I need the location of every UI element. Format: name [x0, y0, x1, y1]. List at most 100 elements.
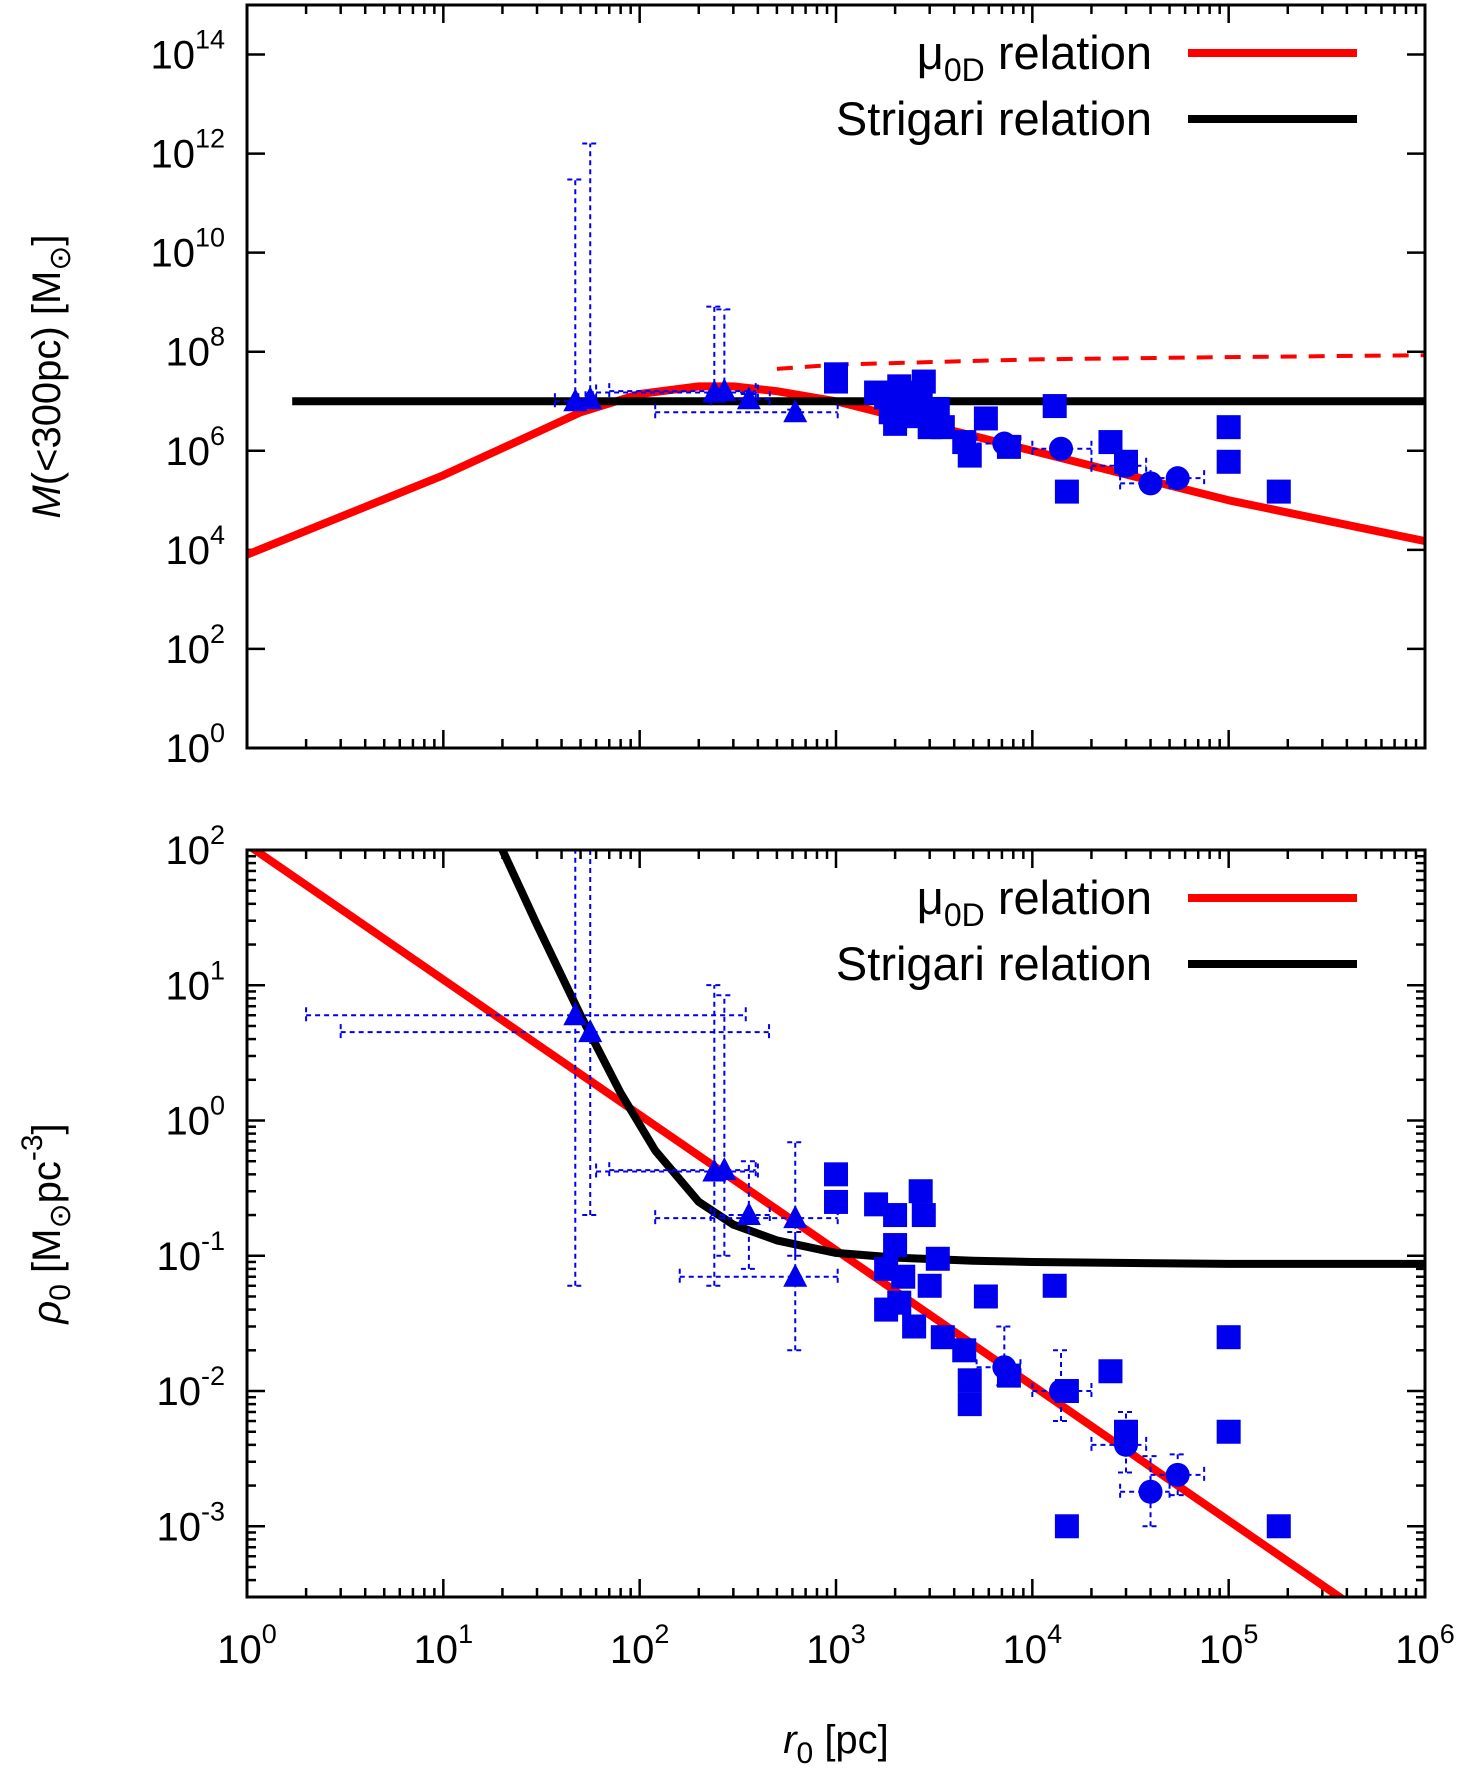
- legend-label-sub: 0D: [944, 897, 985, 933]
- legend-label: μ0D relation: [917, 26, 1152, 88]
- circle-marker: [1165, 1462, 1190, 1487]
- y-tick-base: 10: [165, 964, 210, 1008]
- y-tick-base: 10: [165, 529, 210, 573]
- x-tick-label: 106: [1395, 1619, 1455, 1672]
- x-tick-exp: 6: [1440, 1619, 1455, 1649]
- square-marker: [1042, 394, 1067, 419]
- legend-label-rest: relation: [985, 26, 1152, 79]
- y-tick-label: 10-1: [156, 1226, 225, 1279]
- x-tick-base: 10: [217, 1628, 262, 1672]
- triangle-marker: [783, 399, 808, 423]
- square-marker: [911, 369, 936, 394]
- plot-frame: [245, 848, 1427, 1599]
- y-title-part: (<300pc) [M: [25, 271, 69, 486]
- x-title-part: [pc]: [813, 1718, 889, 1762]
- y-tick-exp: -2: [201, 1361, 225, 1391]
- square-marker: [1216, 449, 1241, 474]
- x-title-sub: 0: [797, 1737, 814, 1770]
- triangle-marker: [712, 1157, 737, 1181]
- square-marker: [973, 406, 998, 431]
- y-tick-label: 100: [165, 1091, 225, 1144]
- circle-marker: [992, 1355, 1017, 1380]
- square-marker: [957, 1392, 982, 1417]
- square-marker: [1216, 415, 1241, 440]
- legend-label-main: μ: [917, 871, 944, 924]
- x-tick-label: 103: [806, 1619, 866, 1672]
- x-tick-base: 10: [610, 1628, 655, 1672]
- y-tick-base: 10: [156, 1505, 201, 1549]
- plot-area: [247, 142, 1425, 559]
- square-marker: [824, 369, 848, 394]
- y-tick-exp: 2: [210, 820, 225, 850]
- y-tick-base: 10: [156, 1235, 201, 1279]
- y-tick-base: 10: [150, 34, 195, 78]
- circle-marker: [1049, 436, 1074, 461]
- y-tick-label: 101: [165, 955, 225, 1008]
- y-tick-exp: 8: [210, 322, 225, 352]
- error-bars: [305, 850, 839, 1352]
- circle-marker: [1138, 1479, 1163, 1504]
- triangle-marker: [783, 1205, 808, 1229]
- square-marker: [925, 1246, 950, 1271]
- square-marker: [1216, 1419, 1241, 1444]
- x-title-part: r: [783, 1718, 798, 1762]
- y-tick-exp: 1: [210, 955, 225, 985]
- y-title-sup: -3: [16, 1134, 49, 1161]
- square-marker: [908, 1179, 933, 1204]
- x-tick-exp: 5: [1243, 1619, 1258, 1649]
- y-tick-label: 106: [165, 421, 225, 474]
- legend-label-rest: relation: [985, 871, 1152, 924]
- y-tick-exp: 10: [195, 223, 225, 253]
- plot-frame: [245, 3, 1427, 750]
- x-tick-exp: 2: [654, 1619, 669, 1649]
- y-tick-exp: -1: [201, 1226, 225, 1256]
- y-tick-label: 1010: [150, 223, 225, 276]
- triangle-marker: [736, 386, 761, 410]
- circle-marker: [1165, 466, 1190, 491]
- y-axis-title: M(<300pc) [M⊙]: [25, 234, 77, 518]
- y-tick-label: 1012: [150, 124, 225, 177]
- y-title-part: [M: [25, 1229, 69, 1285]
- y-tick-label: 104: [165, 520, 225, 573]
- x-tick-exp: 1: [458, 1619, 473, 1649]
- y-tick-label: 102: [165, 619, 225, 672]
- square-marker: [957, 443, 982, 468]
- x-tick-label: 104: [1003, 1619, 1063, 1672]
- x-tick-exp: 4: [1047, 1619, 1062, 1649]
- y-tick-label: 1014: [150, 25, 225, 78]
- y-title-sub: ⊙: [44, 246, 77, 271]
- x-tick-label: 100: [217, 1619, 277, 1672]
- x-tick-base: 10: [1395, 1628, 1440, 1672]
- circle-marker: [992, 431, 1017, 456]
- square-marker: [902, 1314, 927, 1339]
- square-marker: [883, 1233, 908, 1258]
- y-axis-title: ρ0 [M⊙pc-3]: [16, 1123, 77, 1324]
- legend-label-main: μ: [917, 26, 944, 79]
- circle-marker: [1114, 453, 1139, 478]
- y-title-part: M: [25, 485, 69, 519]
- x-tick-base: 10: [1199, 1628, 1244, 1672]
- y-tick-base: 10: [150, 133, 195, 177]
- y-title-sub: ⊙: [44, 1203, 77, 1228]
- x-tick-exp: 3: [851, 1619, 866, 1649]
- circle-marker: [1114, 1432, 1139, 1457]
- square-marker: [883, 1203, 908, 1228]
- x-tick-base: 10: [806, 1628, 851, 1672]
- triangle-marker: [712, 378, 737, 402]
- x-axis-title: r0 [pc]: [783, 1718, 889, 1770]
- series-line: [776, 353, 1425, 371]
- y-title-sub: 0: [44, 1284, 77, 1301]
- legend-label-main: Strigari relation: [836, 92, 1152, 145]
- y-tick-exp: 12: [195, 124, 225, 154]
- y-tick-label: 10-3: [156, 1496, 225, 1549]
- y-title-part: pc: [25, 1161, 69, 1203]
- y-tick-base: 10: [165, 430, 210, 474]
- y-tick-exp: -3: [201, 1496, 225, 1526]
- y-tick-exp: 0: [210, 718, 225, 748]
- y-tick-base: 10: [165, 727, 210, 771]
- y-tick-label: 102: [165, 820, 225, 873]
- circle-marker: [1138, 471, 1163, 496]
